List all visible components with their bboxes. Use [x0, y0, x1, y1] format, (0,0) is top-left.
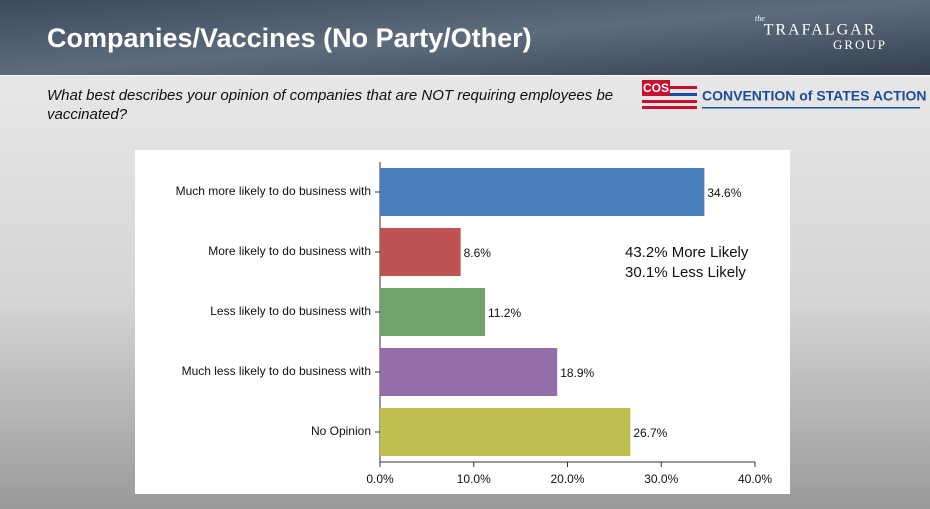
stripe: [642, 106, 697, 109]
x-tick-label: 10.0%: [457, 472, 491, 486]
annotation: 43.2% More Likely: [625, 244, 749, 261]
question: What best describes your opinion of comp…: [47, 87, 614, 123]
cos-box: [642, 80, 670, 96]
y-tick-label: More likely to do business with: [208, 244, 371, 258]
x-tick-label: 0.0%: [366, 472, 394, 486]
value-label: 11.2%: [488, 306, 521, 320]
sponsor-rule: [702, 107, 920, 109]
bar: [380, 408, 631, 456]
sponsor-logo: COS CONVENTION of STATES ACTION: [642, 80, 927, 109]
header-band: [0, 0, 930, 75]
sponsor-name: CONVENTION of STATES ACTION: [702, 88, 927, 104]
x-tick-label: 40.0%: [738, 472, 772, 486]
value-label: 26.7%: [633, 426, 667, 440]
y-tick-label: No Opinion: [311, 424, 371, 438]
value-label: 34.6%: [707, 186, 741, 200]
stripe: [642, 100, 697, 103]
annotation: 30.1% Less Likely: [625, 264, 746, 281]
y-tick-label: Less likely to do business with: [210, 304, 371, 318]
value-label: 18.9%: [560, 366, 594, 380]
bar: [380, 348, 558, 396]
bar: [380, 228, 461, 276]
brand-small: the: [755, 14, 765, 23]
brand-sub: GROUP: [833, 37, 887, 52]
value-label: 8.6%: [464, 246, 492, 260]
bar: [380, 288, 485, 336]
y-tick-label: Much less likely to do business with: [182, 364, 371, 378]
bar: [380, 168, 705, 216]
header-rule: [0, 75, 930, 76]
brand-main: TRAFALGAR: [764, 22, 877, 39]
y-tick-label: Much more likely to do business with: [176, 184, 371, 198]
sponsor-mark: COS: [643, 81, 669, 95]
x-tick-label: 30.0%: [644, 472, 678, 486]
slide-title: Companies/Vaccines (No Party/Other): [47, 23, 532, 53]
x-tick-label: 20.0%: [550, 472, 584, 486]
